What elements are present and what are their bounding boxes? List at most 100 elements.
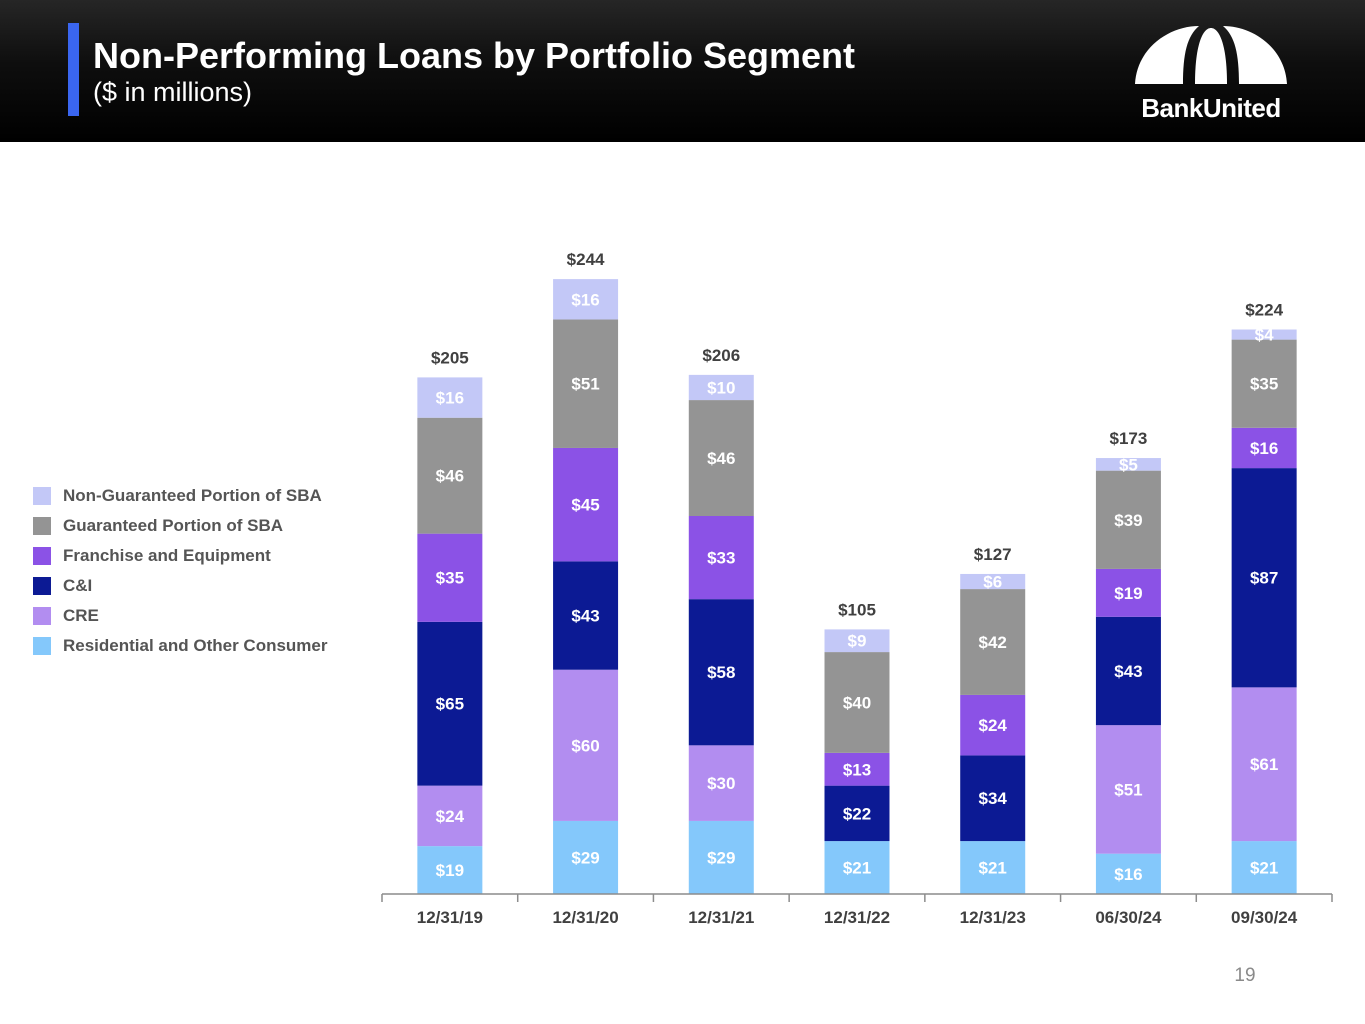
bar-segment [417, 417, 483, 534]
segment-value-label: $33 [707, 549, 735, 568]
segment-value-label: $40 [843, 693, 871, 712]
segment-value-label: $60 [571, 736, 599, 755]
legend-label: Non-Guaranteed Portion of SBA [63, 486, 322, 505]
bar-segment [1095, 458, 1161, 471]
page-number: 19 [1234, 965, 1256, 986]
x-axis-tick-label: 06/30/24 [1095, 908, 1162, 927]
header-banner: Non-Performing Loans by Portfolio Segmen… [0, 0, 1365, 142]
segment-value-label: $61 [1250, 755, 1278, 774]
bar-segment [824, 752, 890, 786]
segment-value-label: $58 [707, 663, 735, 682]
bar-total-label: $244 [567, 250, 605, 269]
bar-segment [553, 447, 619, 562]
bar-segment [1231, 329, 1297, 340]
bar-segment [553, 669, 619, 821]
bar-segment [1095, 853, 1161, 894]
bar-segment [1231, 427, 1297, 469]
title-accent-bar [68, 23, 79, 116]
segment-value-label: $87 [1250, 569, 1278, 588]
segment-value-label: $29 [571, 848, 599, 867]
segment-value-label: $21 [979, 859, 1007, 878]
bar-segment [824, 629, 890, 653]
x-axis-tick-label: 12/31/19 [417, 908, 483, 927]
bar-segment [1231, 687, 1297, 842]
segment-value-label: $16 [1250, 439, 1278, 458]
segment-value-label: $16 [436, 389, 464, 408]
segment-value-label: $16 [1114, 865, 1142, 884]
segment-value-label: $39 [1114, 511, 1142, 530]
segment-value-label: $46 [436, 467, 464, 486]
bar-segment [1231, 468, 1297, 688]
bar-total-label: $206 [702, 346, 740, 365]
segment-value-label: $30 [707, 774, 735, 793]
segment-value-label: $35 [1250, 375, 1278, 394]
x-axis-tick-label: 12/31/20 [552, 908, 618, 927]
bar-segment [1095, 725, 1161, 854]
legend-swatch [33, 547, 51, 565]
bar-segment [1095, 616, 1161, 726]
x-axis-tick-label: 12/31/22 [824, 908, 890, 927]
x-axis-tick-label: 09/30/24 [1231, 908, 1298, 927]
segment-value-label: $21 [1250, 859, 1278, 878]
bar-segment [417, 621, 483, 786]
segment-value-label: $43 [1114, 662, 1142, 681]
bar-segment [553, 319, 619, 448]
segment-value-label: $65 [436, 695, 464, 714]
segment-value-label: $35 [436, 569, 464, 588]
segment-value-label: $19 [436, 861, 464, 880]
bar-segment [553, 561, 619, 670]
bar-total-label: $224 [1245, 301, 1283, 320]
bar-segment [960, 841, 1026, 894]
bar-total-label: $127 [974, 545, 1012, 564]
segment-value-label: $21 [843, 859, 871, 878]
bar-segment [553, 279, 619, 320]
bar-segment [417, 785, 483, 847]
bar-segment [688, 820, 754, 894]
bar-segment [824, 785, 890, 842]
segment-value-label: $22 [843, 804, 871, 823]
legend-swatch [33, 487, 51, 505]
legend-label: Guaranteed Portion of SBA [63, 516, 284, 535]
segment-value-label: $13 [843, 760, 871, 779]
segment-value-label: $24 [436, 807, 465, 826]
bar-segment [553, 820, 619, 894]
legend-swatch [33, 517, 51, 535]
bar-segment [417, 533, 483, 622]
segment-value-label: $24 [979, 716, 1008, 735]
page-subtitle: ($ in millions) [93, 77, 253, 107]
segment-value-label: $43 [571, 607, 599, 626]
bar-segment [960, 573, 1026, 590]
bankunited-logo: BankUnited [1133, 24, 1289, 124]
legend-label: CRE [63, 606, 99, 625]
bar-segment [1231, 339, 1297, 428]
bar-segment [960, 755, 1026, 842]
bar-segment [1231, 841, 1297, 894]
legend-swatch [33, 637, 51, 655]
bar-segment [824, 652, 890, 753]
legend-swatch [33, 607, 51, 625]
legend-label: Residential and Other Consumer [63, 636, 328, 655]
bar-segment [960, 694, 1026, 756]
legend-label: C&I [63, 576, 93, 595]
segment-value-label: $10 [707, 378, 735, 397]
bar-segment [417, 377, 483, 418]
bar-segment [824, 841, 890, 894]
bar-segment [688, 374, 754, 401]
bar-total-label: $205 [431, 348, 469, 367]
segment-value-label: $51 [1114, 780, 1142, 799]
logo-wordmark: BankUnited [1141, 93, 1281, 123]
bar-segment [688, 400, 754, 516]
segment-value-label: $51 [571, 375, 599, 394]
bar-segment [960, 589, 1026, 695]
segment-value-label: $29 [707, 848, 735, 867]
segment-value-label: $16 [571, 290, 599, 309]
segment-value-label: $42 [979, 633, 1007, 652]
bar-segment [417, 846, 483, 894]
logo-arch-icon [1135, 26, 1287, 84]
legend-swatch [33, 577, 51, 595]
legend-label: Franchise and Equipment [63, 546, 271, 565]
bar-segment [688, 599, 754, 746]
segment-value-label: $34 [979, 789, 1008, 808]
x-axis-tick-label: 12/31/21 [688, 908, 754, 927]
